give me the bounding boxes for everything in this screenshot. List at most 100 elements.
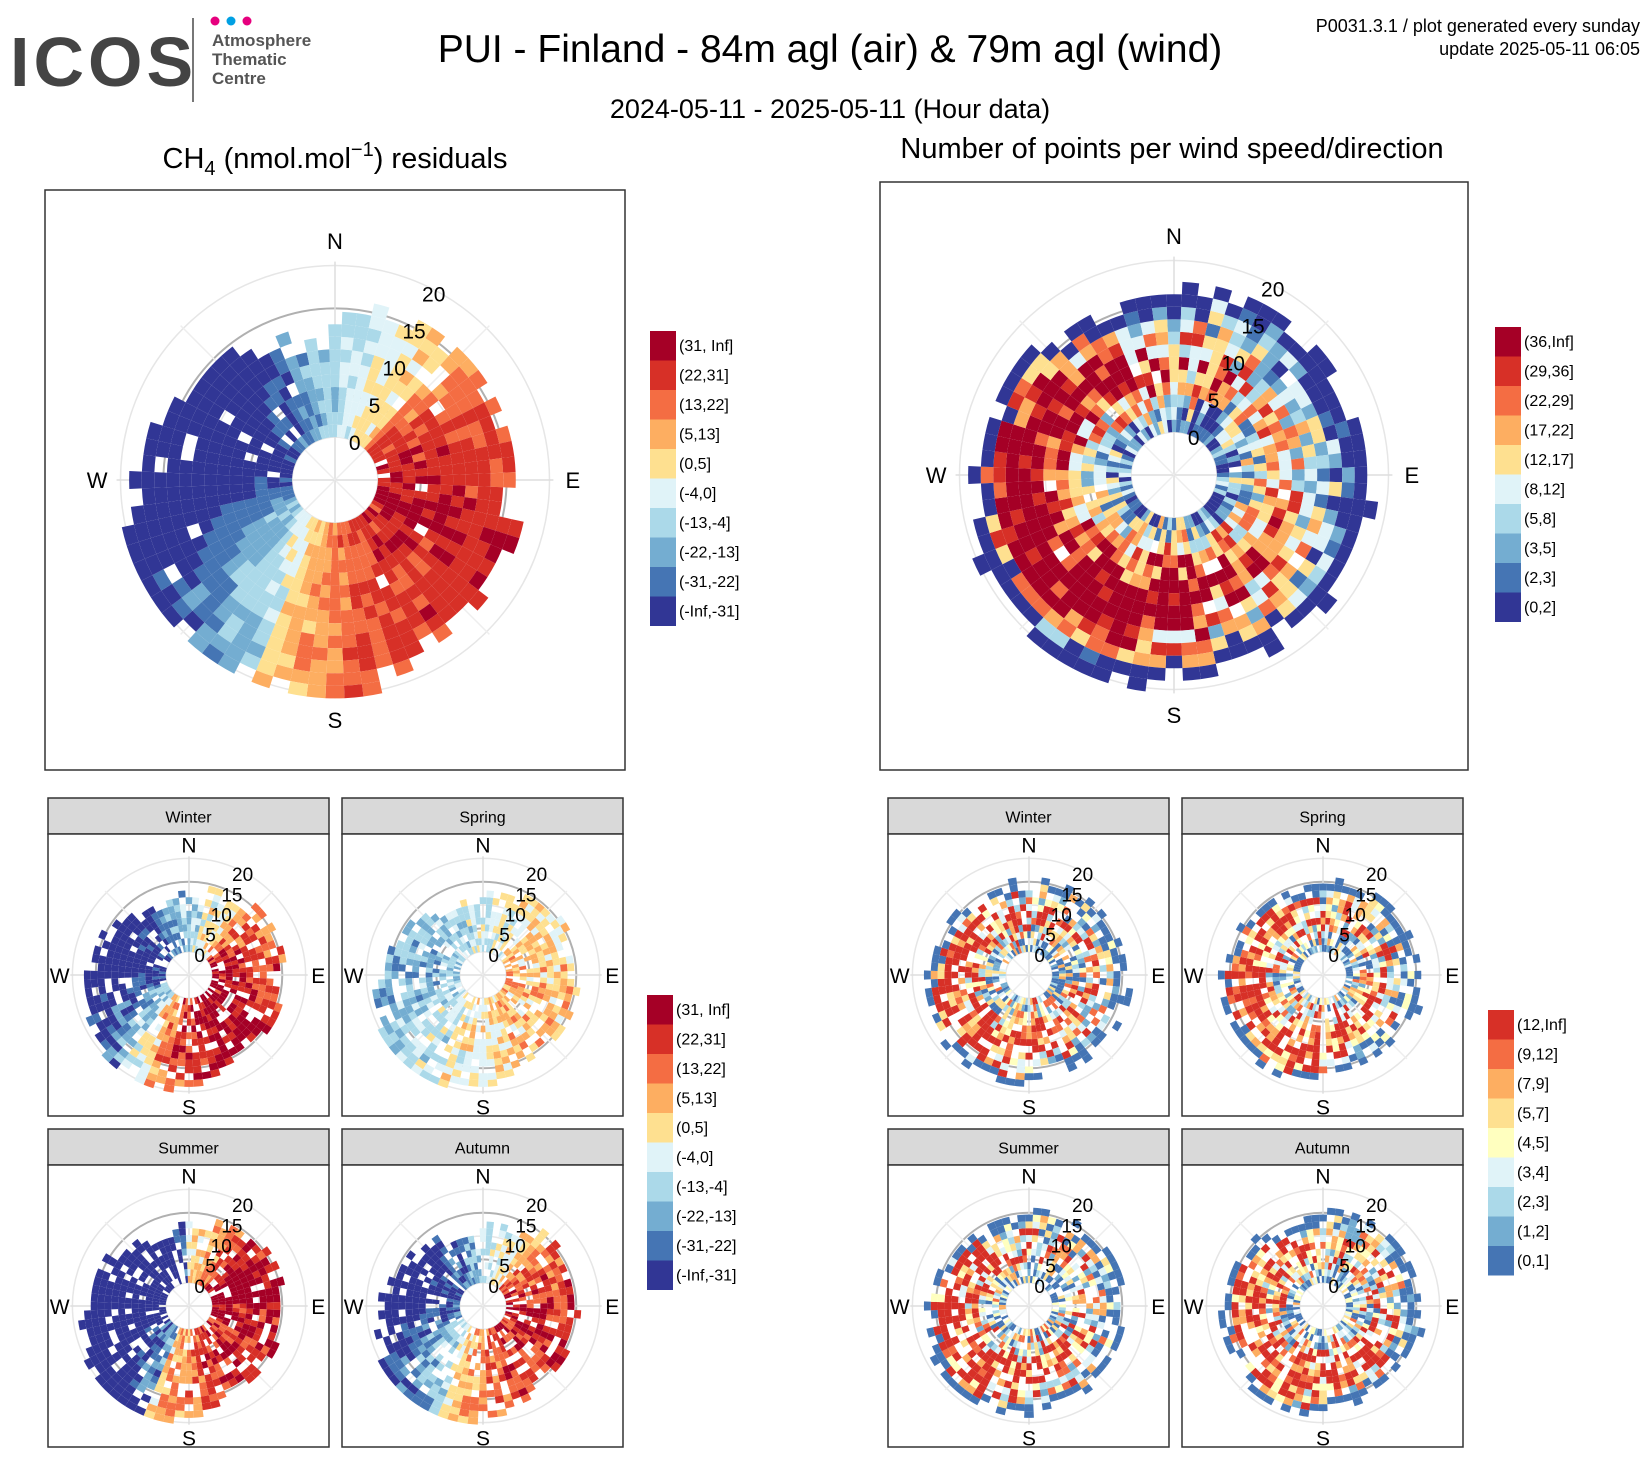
- polar-cell: [187, 1275, 191, 1283]
- polar-cell: [992, 973, 999, 977]
- polar-cell: [414, 559, 432, 577]
- polar-cell: [361, 405, 373, 420]
- polar-cell: [466, 389, 485, 409]
- polar-cell: [179, 486, 193, 501]
- polar-cell: [1027, 1005, 1031, 1012]
- polar-cell: [287, 681, 309, 697]
- polar-cell: [489, 458, 504, 474]
- polar-cell: [1188, 539, 1199, 554]
- polar-cell: [418, 536, 435, 552]
- polar-cell: [292, 551, 305, 566]
- polar-cell: [191, 917, 197, 925]
- polar-cell: [1194, 563, 1206, 579]
- polar-cell: [478, 1073, 488, 1081]
- legend-label: (5,8]: [1524, 511, 1556, 528]
- polar-cell: [398, 423, 414, 437]
- polar-cell: [432, 972, 440, 978]
- polar-cell: [1228, 359, 1245, 376]
- polar-cell: [423, 500, 439, 512]
- legend-swatch: [650, 419, 676, 449]
- polar-cell: [193, 449, 208, 463]
- polar-cell: [312, 570, 323, 585]
- polar-cell: [225, 973, 233, 977]
- polar-cell: [1123, 623, 1141, 640]
- polar-cell: [293, 656, 312, 672]
- facet-label: Summer: [158, 1140, 219, 1157]
- polar-cell: [138, 1303, 146, 1309]
- polar-cell: [993, 482, 1008, 499]
- polar-cell: [155, 502, 171, 520]
- polar-cell: [438, 392, 456, 410]
- polar-cell: [1178, 567, 1188, 581]
- radial-tick: 20: [422, 283, 445, 306]
- polar-cell: [1118, 467, 1132, 474]
- polar-cell: [1086, 354, 1104, 372]
- polar-cell: [1079, 972, 1087, 978]
- polar-cell: [1261, 580, 1280, 599]
- polar-cell: [1041, 638, 1064, 660]
- polar-cell: [272, 539, 286, 554]
- polar-cell: [539, 966, 548, 973]
- polar-cell: [350, 595, 364, 610]
- polar-cell: [1245, 606, 1265, 625]
- polar-cell: [1252, 485, 1267, 496]
- polar-cell: [193, 1072, 203, 1080]
- facet-strip: [47, 797, 330, 835]
- polar-cell: [519, 1304, 527, 1308]
- polar-cell: [204, 462, 218, 475]
- polar-cell: [204, 920, 211, 929]
- polar-cell: [1247, 410, 1264, 425]
- polar-cell: [357, 644, 375, 660]
- polar-cell: [267, 516, 282, 529]
- polar-cell: [1077, 378, 1095, 396]
- polar-cell: [185, 389, 204, 409]
- polar-cell: [406, 330, 426, 349]
- polar-cell: [980, 482, 995, 501]
- polar-cell: [1228, 331, 1246, 348]
- polar-cell: [1262, 495, 1278, 507]
- legend-swatch: [650, 360, 676, 390]
- polar-cell: [1216, 381, 1231, 397]
- polar-cell: [385, 553, 400, 570]
- polar-cell: [1307, 364, 1327, 385]
- polar-cell: [1114, 520, 1129, 535]
- polar-cell: [1226, 487, 1241, 496]
- polar-cell: [297, 540, 309, 555]
- polar-cell: [485, 1356, 491, 1364]
- polar-cell: [361, 681, 383, 697]
- polar-cell: [1060, 341, 1080, 361]
- polar-cell: [566, 963, 575, 972]
- polar-cell: [195, 436, 211, 452]
- polar-cell: [158, 516, 175, 535]
- polar-cell: [168, 443, 183, 460]
- polar-cell: [389, 607, 407, 624]
- polar-cell: [201, 912, 209, 921]
- polar-cell: [409, 444, 424, 456]
- polar-cell: [190, 938, 194, 946]
- polar-cell: [380, 525, 395, 540]
- polar-cell: [1085, 439, 1100, 451]
- polar-cell: [1219, 415, 1234, 430]
- polar-cell: [1111, 401, 1125, 416]
- polar-cell: [481, 931, 485, 939]
- polar-cell: [1142, 524, 1153, 538]
- polar-cell: [1059, 360, 1078, 379]
- polar-cell: [306, 684, 326, 699]
- polar-cell: [1183, 515, 1191, 530]
- polar-cell: [1211, 542, 1224, 558]
- polar-cell: [381, 623, 400, 641]
- polar-cell: [412, 971, 419, 979]
- polar-cell: [1035, 541, 1054, 559]
- polar-cell: [1104, 630, 1124, 648]
- polar-cell: [453, 474, 466, 486]
- polar-cell: [1224, 342, 1241, 360]
- polar-cell: [301, 433, 312, 446]
- polar-cell: [1193, 511, 1204, 525]
- polar-cell: [111, 978, 119, 986]
- polar-cell: [118, 971, 125, 979]
- polar-cell: [384, 970, 392, 980]
- polar-cell: [278, 543, 292, 559]
- polar-cell: [328, 610, 342, 624]
- polar-cell: [1250, 588, 1269, 607]
- polar-cell: [1341, 529, 1359, 549]
